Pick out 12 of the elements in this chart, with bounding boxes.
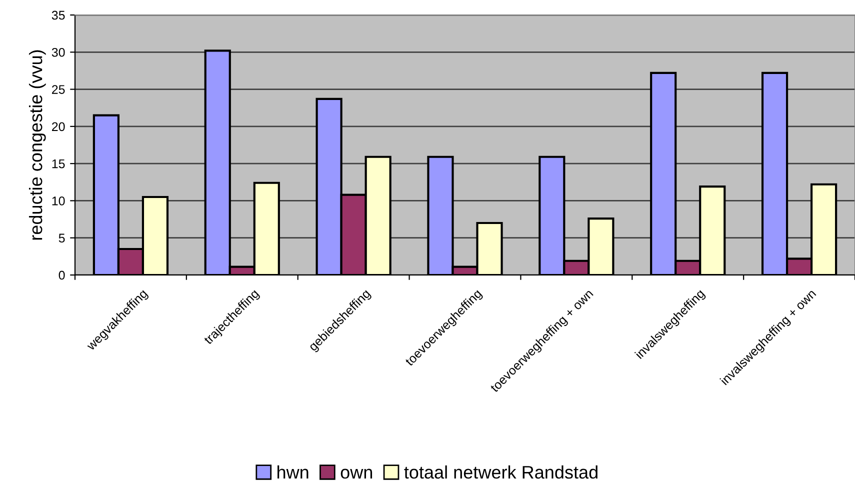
y-tick-label: 25 bbox=[52, 85, 65, 94]
legend-label: hwn bbox=[278, 465, 308, 478]
y-axis-title: reductie congestie (vvu) bbox=[28, 50, 46, 240]
y-tick-label: 15 bbox=[52, 160, 65, 168]
y-tick-label: 35 bbox=[52, 10, 65, 20]
legend-label: totaal netwerk Randstad bbox=[404, 465, 598, 479]
legend-label: own bbox=[340, 468, 372, 479]
y-tick-label: 5 bbox=[58, 234, 65, 243]
y-tick-label: 30 bbox=[52, 48, 65, 57]
y-tick-label: 0 bbox=[58, 270, 65, 280]
y-tick-label: 10 bbox=[52, 196, 65, 206]
y-tick-label: 20 bbox=[52, 122, 65, 132]
